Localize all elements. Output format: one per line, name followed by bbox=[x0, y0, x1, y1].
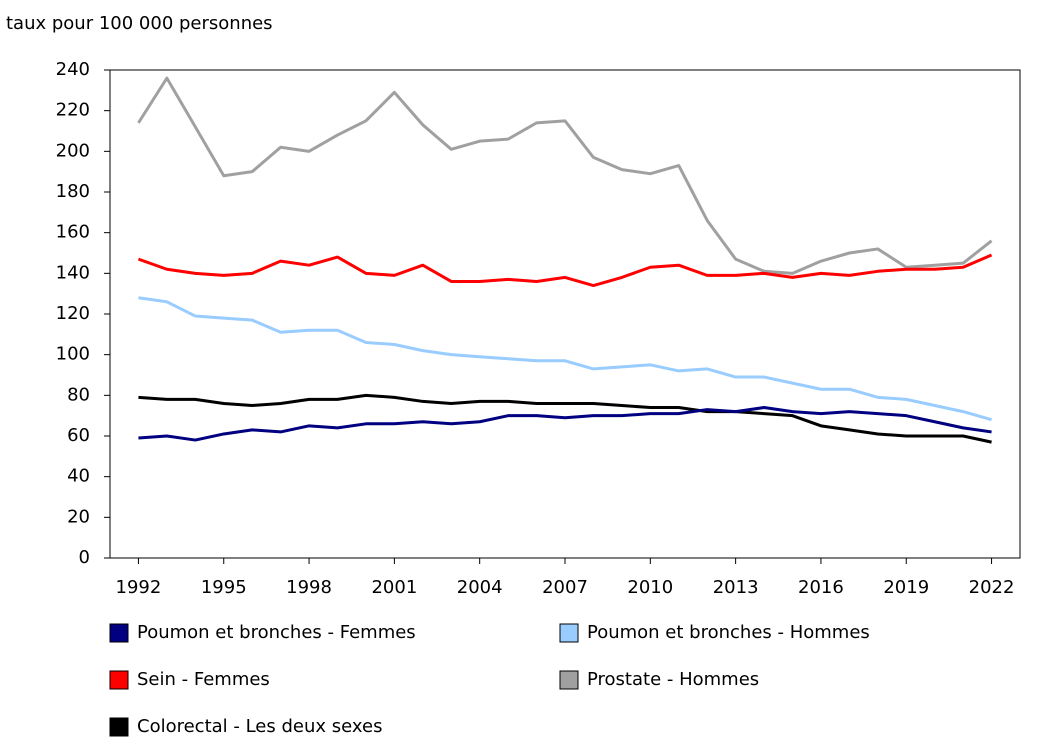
y-tick-label: 40 bbox=[67, 466, 90, 487]
y-tick-label: 160 bbox=[56, 222, 90, 243]
x-tick-label: 1992 bbox=[116, 577, 162, 598]
y-tick-label: 120 bbox=[56, 303, 90, 324]
y-tick-label: 100 bbox=[56, 344, 90, 365]
x-tick-label: 2019 bbox=[883, 577, 929, 598]
legend-swatch bbox=[559, 670, 579, 690]
y-tick-label: 180 bbox=[56, 181, 90, 202]
series-line bbox=[138, 393, 992, 444]
x-tick-label: 2001 bbox=[371, 577, 417, 598]
x-tick-label: 2010 bbox=[627, 577, 673, 598]
x-tick-label: 2022 bbox=[969, 577, 1015, 598]
y-tick-label: 200 bbox=[56, 140, 90, 161]
x-tick-label: 1998 bbox=[286, 577, 332, 598]
legend-swatch bbox=[109, 717, 129, 737]
x-tick-label: 1995 bbox=[201, 577, 247, 598]
y-tick-label: 220 bbox=[56, 100, 90, 121]
y-tick-label: 20 bbox=[67, 506, 90, 527]
legend-swatch bbox=[559, 623, 579, 643]
x-tick-label: 2016 bbox=[798, 577, 844, 598]
series-line bbox=[138, 296, 992, 422]
legend-swatch bbox=[109, 623, 129, 643]
series-line bbox=[138, 406, 992, 442]
plot-frame bbox=[109, 69, 1021, 559]
legend-label: Colorectal - Les deux sexes bbox=[137, 716, 382, 737]
legend-swatch bbox=[109, 670, 129, 690]
series-line bbox=[137, 253, 993, 288]
legend-label: Poumon et bronches - Femmes bbox=[137, 622, 416, 643]
legend-label: Poumon et bronches - Hommes bbox=[587, 622, 870, 643]
legend-label: Prostate - Hommes bbox=[587, 669, 759, 690]
x-tick-label: 2004 bbox=[457, 577, 503, 598]
y-tick-label: 60 bbox=[67, 425, 90, 446]
y-tick-label: 240 bbox=[56, 59, 90, 80]
x-tick-label: 2007 bbox=[542, 577, 588, 598]
y-axis-label: taux pour 100 000 personnes bbox=[6, 13, 273, 34]
y-tick-label: 80 bbox=[67, 384, 90, 405]
series-line bbox=[137, 76, 993, 275]
legend-label: Sein - Femmes bbox=[137, 669, 270, 690]
x-tick-label: 2013 bbox=[713, 577, 759, 598]
y-tick-label: 140 bbox=[56, 262, 90, 283]
y-tick-label: 0 bbox=[79, 547, 90, 568]
